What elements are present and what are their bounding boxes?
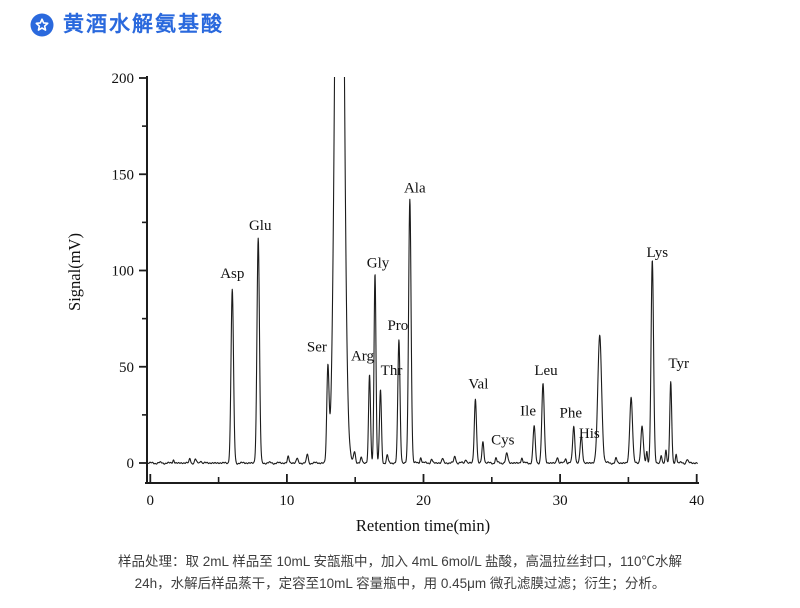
x-tick-label: 10 bbox=[279, 493, 294, 509]
star-badge-icon bbox=[30, 13, 54, 37]
sample-prep-caption: 样品处理：取 2mL 样品至 10mL 安瓿瓶中，加入 4mL 6mol/L 盐… bbox=[0, 551, 800, 595]
peak-label-leu: Leu bbox=[534, 363, 558, 379]
y-tick-label: 0 bbox=[127, 456, 135, 472]
y-tick-label: 50 bbox=[119, 360, 134, 376]
x-tick-label: 30 bbox=[553, 493, 568, 509]
chromatogram-chart: 0 50 100 150 200 0 10 20 30 40 Asp Glu Ser Arg Gly Thr… bbox=[65, 71, 705, 535]
peak-label-pro: Pro bbox=[387, 318, 408, 334]
trace-layer bbox=[146, 77, 699, 465]
y-tick-label: 150 bbox=[112, 167, 135, 183]
x-tick-label: 0 bbox=[147, 493, 155, 509]
peak-label-ile: Ile bbox=[520, 403, 536, 419]
peak-label-cys: Cys bbox=[491, 432, 515, 448]
peak-label-glu: Glu bbox=[249, 218, 272, 234]
peak-label-his: His bbox=[579, 426, 600, 442]
peak-label-lys: Lys bbox=[646, 245, 668, 261]
peak-label-phe: Phe bbox=[560, 405, 583, 421]
x-axis-title: Retention time(min) bbox=[356, 516, 490, 535]
page-title: 黄酒水解氨基酸 bbox=[63, 13, 224, 36]
peak-label-ala: Ala bbox=[404, 180, 426, 196]
peak-label-thr: Thr bbox=[381, 363, 403, 379]
x-tick-label: 40 bbox=[689, 493, 704, 509]
caption-line-2: 24h，水解后样品蒸干，定容至10mL 容量瓶中，用 0.45μm 微孔滤膜过滤… bbox=[134, 576, 666, 591]
y-tick-label: 100 bbox=[112, 264, 135, 280]
signal-trace bbox=[146, 77, 699, 465]
peak-label-gly: Gly bbox=[367, 255, 390, 271]
peak-label-layer: Asp Glu Ser Arg Gly Thr Pro Ala Val Cys Ile Leu Phe H… bbox=[220, 180, 689, 448]
peak-label-tyr: Tyr bbox=[668, 356, 689, 372]
x-tick-label: 20 bbox=[416, 493, 431, 509]
axes-layer: 0 50 100 150 200 0 10 20 30 40 bbox=[112, 71, 705, 509]
star-glyph bbox=[35, 18, 49, 31]
peak-label-arg: Arg bbox=[351, 348, 375, 364]
peak-label-asp: Asp bbox=[220, 266, 244, 282]
y-axis-title: Signal(mV) bbox=[65, 233, 84, 311]
peak-label-val: Val bbox=[468, 377, 488, 393]
page-header: 黄酒水解氨基酸 bbox=[30, 12, 224, 38]
y-tick-label: 200 bbox=[112, 71, 135, 87]
peak-label-ser: Ser bbox=[307, 340, 327, 356]
caption-line-1: 样品处理：取 2mL 样品至 10mL 安瓿瓶中，加入 4mL 6mol/L 盐… bbox=[117, 554, 683, 569]
badge-circle bbox=[30, 13, 54, 37]
